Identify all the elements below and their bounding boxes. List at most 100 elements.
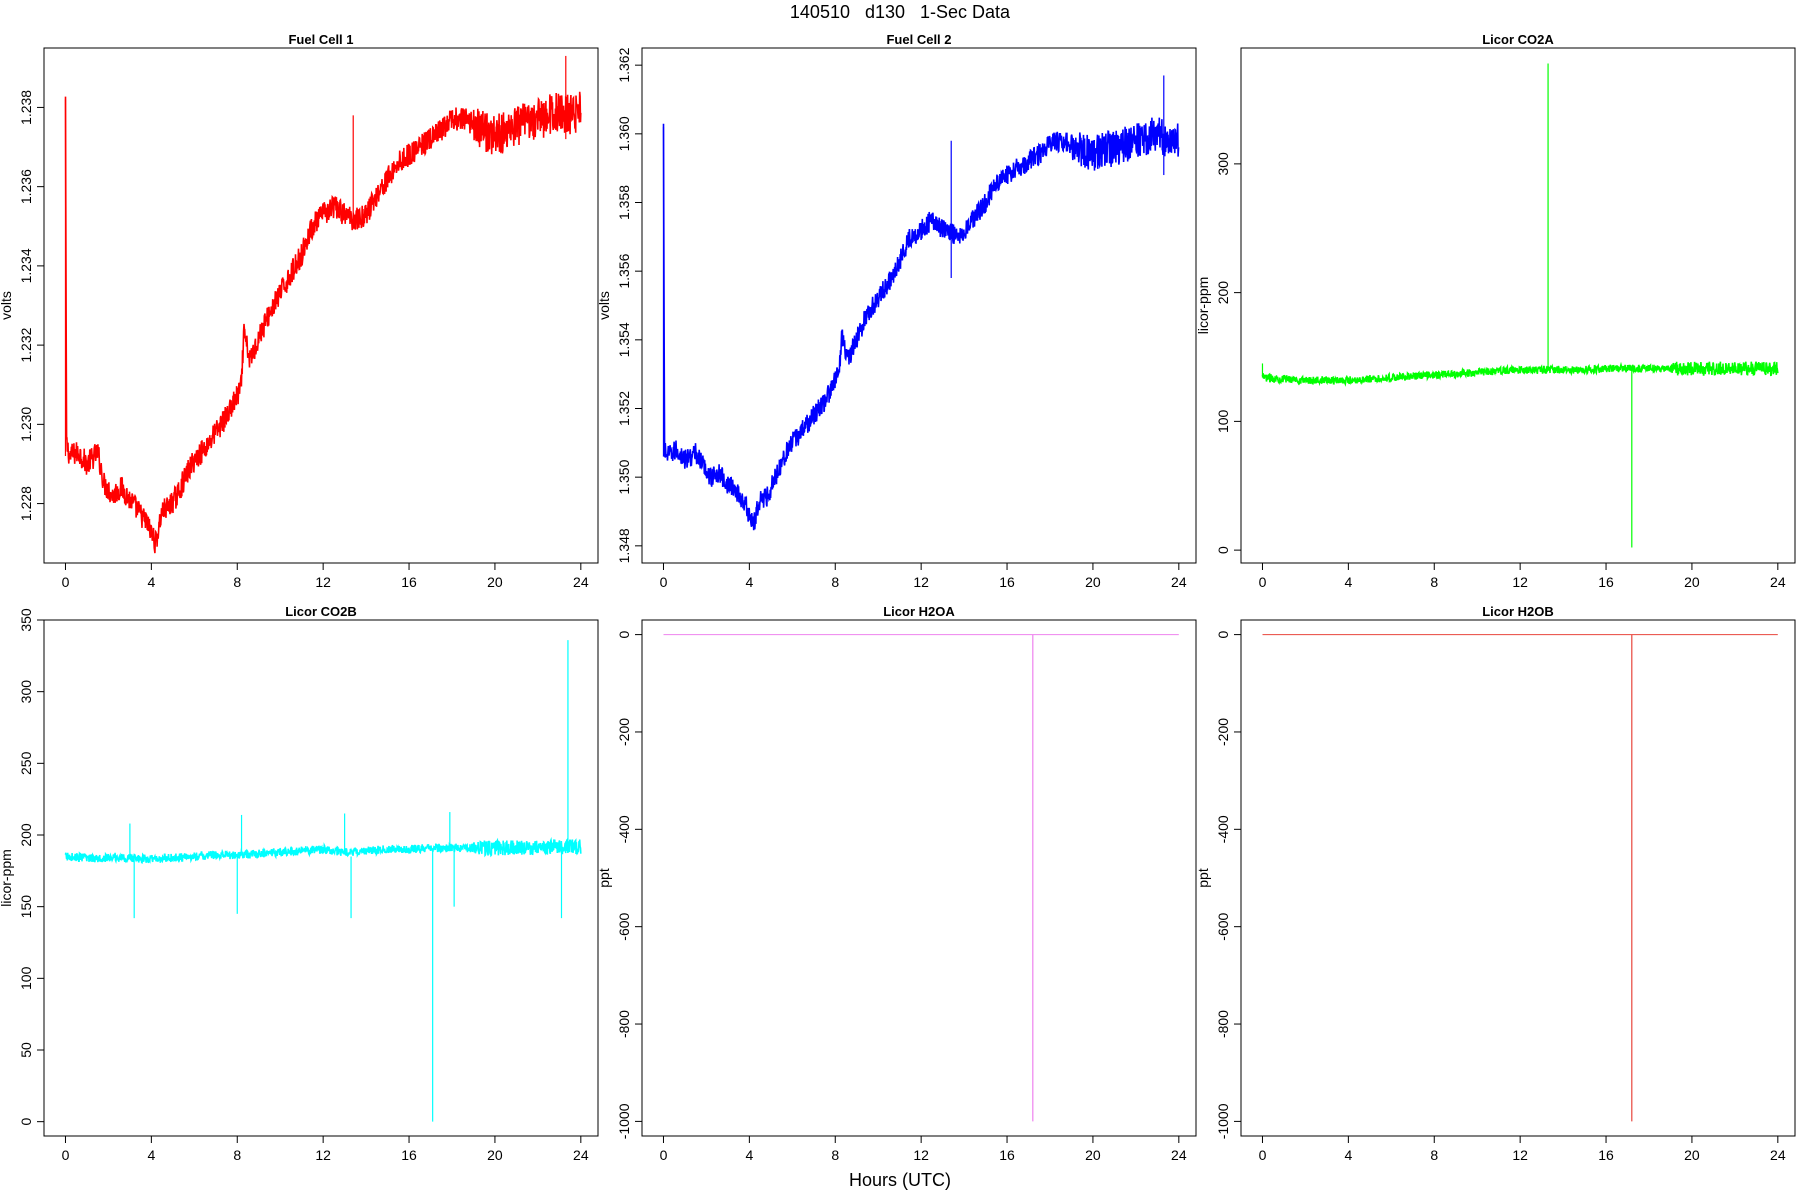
chart-title: Fuel Cell 2 [886, 32, 951, 47]
x-tick-label: 24 [1171, 1147, 1187, 1163]
y-tick-label: 300 [18, 680, 34, 704]
plot-frame [43, 47, 599, 564]
x-tick-label: 0 [660, 574, 668, 590]
x-tick-label: 16 [1598, 1147, 1614, 1163]
y-tick-label: 200 [18, 823, 34, 847]
y-tick-label: 1.358 [616, 185, 632, 220]
plot-frame [641, 619, 1197, 1137]
x-tick-label: 16 [1598, 574, 1614, 590]
y-tick-label: 200 [1215, 281, 1231, 305]
y-tick-label: 350 [18, 608, 34, 632]
y-tick-label: 100 [18, 966, 34, 990]
x-tick-label: 12 [315, 1147, 331, 1163]
x-tick-label: 8 [233, 574, 241, 590]
x-tick-label: 4 [1344, 1147, 1352, 1163]
x-tick-label: 0 [62, 574, 70, 590]
x-tick-label: 24 [1770, 1147, 1786, 1163]
x-tick-label: 12 [1512, 574, 1528, 590]
licor-co2b-chart: Licor CO2B licor-ppm 0 4 8 12 16 20 24 0 50 100 150 2… [0, 604, 599, 1163]
plot-frame [43, 619, 599, 1137]
x-tick-label: 24 [1171, 574, 1187, 590]
x-tick-label: 12 [315, 574, 331, 590]
x-tick-label: 12 [913, 1147, 929, 1163]
y-tick-label: -800 [1215, 1010, 1231, 1038]
x-tick-label: 16 [401, 1147, 417, 1163]
x-tick-label: 4 [745, 1147, 753, 1163]
y-tick-label: -600 [616, 912, 632, 940]
y-tick-label: -1000 [616, 1103, 632, 1139]
y-tick-label: 250 [18, 751, 34, 775]
chart-title: Licor H2OA [883, 604, 955, 619]
x-tick-label: 16 [999, 1147, 1015, 1163]
fuel-cell-1-chart: Fuel Cell 1 volts 0 4 8 12 16 20 24 1.228 1.230 1.2… [0, 32, 599, 590]
x-tick-label: 4 [147, 574, 155, 590]
licor-co2a-chart: Licor CO2A licor-ppm 0 4 8 12 16 20 24 0 100 200 300 [1195, 32, 1796, 590]
x-tick-label: 0 [660, 1147, 668, 1163]
series-line [662, 117, 1180, 531]
x-tick-label: 24 [573, 574, 589, 590]
y-tick-label: 0 [18, 1118, 34, 1126]
y-tick-label: -400 [1215, 815, 1231, 843]
series-line [64, 836, 582, 865]
y-tick-label: -800 [616, 1010, 632, 1038]
x-tick-label: 20 [1085, 1147, 1101, 1163]
x-tick-label: 4 [745, 574, 753, 590]
y-tick-label: 1.238 [18, 90, 34, 125]
x-tick-label: 20 [487, 574, 503, 590]
licor-h2ob-chart: Licor H2OB ppt 0 4 8 12 16 20 24 -1000 -800 -600 -40… [1195, 604, 1796, 1163]
y-tick-label: 1.232 [18, 327, 34, 362]
y-tick-label: 300 [1215, 152, 1231, 176]
figure-title: 140510 d130 1-Sec Data [789, 2, 1011, 22]
y-axis-label: volts [0, 291, 14, 320]
y-tick-label: 0 [1215, 631, 1231, 639]
series-group [663, 634, 1179, 1122]
plot-frame [641, 47, 1197, 564]
y-tick-label: 1.228 [18, 486, 34, 521]
y-tick-label: 1.236 [18, 169, 34, 204]
y-tick-label: -600 [1215, 912, 1231, 940]
x-tick-label: 24 [573, 1147, 589, 1163]
x-tick-label: 4 [147, 1147, 155, 1163]
chart-title: Licor CO2B [285, 604, 357, 619]
y-axis-label: licor-ppm [0, 849, 14, 907]
x-tick-label: 16 [401, 574, 417, 590]
x-tick-label: 20 [1684, 574, 1700, 590]
y-axis-label: ppt [596, 868, 612, 888]
y-tick-label: 1.352 [616, 391, 632, 426]
x-tick-label: 20 [1085, 574, 1101, 590]
y-tick-label: 0 [616, 631, 632, 639]
y-tick-label: -1000 [1215, 1103, 1231, 1139]
licor-h2oa-chart: Licor H2OA ppt 0 4 8 12 16 20 24 -1000 -800 -600 -40… [596, 604, 1197, 1163]
series-line [1261, 361, 1779, 387]
x-tick-label: 8 [233, 1147, 241, 1163]
x-tick-label: 16 [999, 574, 1015, 590]
series-group [662, 75, 1180, 531]
plot-frame [1240, 619, 1796, 1137]
series-group [64, 55, 582, 554]
y-tick-label: 1.350 [616, 459, 632, 494]
x-tick-label: 8 [1430, 574, 1438, 590]
x-tick-label: 12 [913, 574, 929, 590]
chart-title: Licor H2OB [1482, 604, 1554, 619]
x-tick-label: 8 [831, 574, 839, 590]
y-axis-label: ppt [1195, 868, 1211, 888]
y-tick-label: 1.356 [616, 253, 632, 288]
x-tick-label: 20 [487, 1147, 503, 1163]
y-tick-label: 0 [1215, 546, 1231, 554]
y-tick-label: -400 [616, 815, 632, 843]
y-tick-label: 1.348 [616, 528, 632, 563]
y-tick-label: -200 [616, 718, 632, 746]
x-axis-title: Hours (UTC) [849, 1170, 951, 1190]
chart-title: Fuel Cell 1 [288, 32, 353, 47]
y-tick-label: 1.230 [18, 407, 34, 442]
fuel-cell-2-chart: Fuel Cell 2 volts 0 4 8 12 16 20 24 1.348 1.350 1.3… [596, 32, 1197, 590]
y-tick-label: -200 [1215, 718, 1231, 746]
x-tick-label: 20 [1684, 1147, 1700, 1163]
x-tick-label: 12 [1512, 1147, 1528, 1163]
y-tick-label: 150 [18, 895, 34, 919]
y-tick-label: 50 [18, 1042, 34, 1058]
series-line [64, 91, 582, 554]
y-tick-label: 1.354 [616, 322, 632, 357]
y-tick-label: 1.360 [616, 116, 632, 151]
y-tick-label: 1.234 [18, 248, 34, 283]
